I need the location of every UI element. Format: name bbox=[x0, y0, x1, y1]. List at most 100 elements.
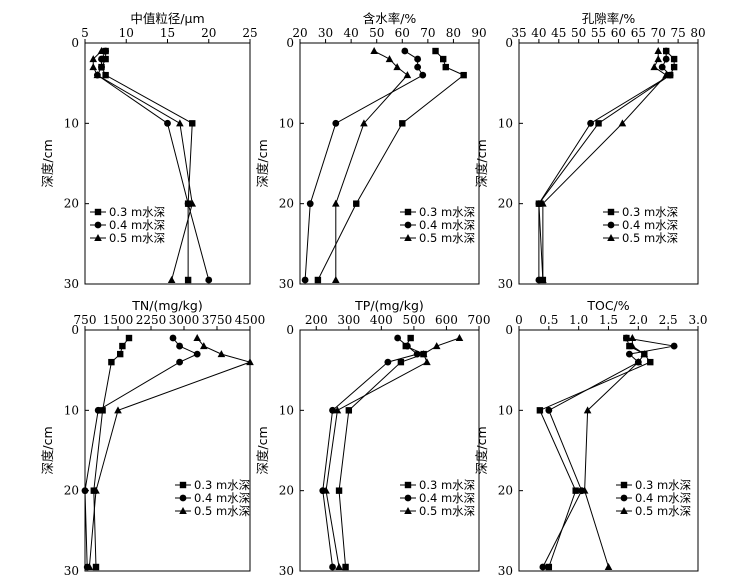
data-point bbox=[623, 334, 630, 342]
data-point bbox=[626, 342, 633, 350]
data-point bbox=[89, 63, 98, 71]
data-point bbox=[440, 55, 447, 63]
data-point bbox=[399, 120, 406, 127]
data-point bbox=[329, 406, 336, 414]
data-point bbox=[397, 358, 405, 366]
data-point bbox=[119, 342, 126, 350]
data-point bbox=[98, 55, 105, 63]
x-tick-label: 50 bbox=[571, 26, 586, 40]
y-tick-label: 20 bbox=[64, 197, 79, 211]
data-point bbox=[587, 119, 594, 127]
plot-frame bbox=[299, 329, 480, 572]
legend-marker bbox=[404, 208, 412, 216]
legend-marker bbox=[404, 507, 412, 514]
data-point bbox=[423, 358, 431, 366]
legend-marker bbox=[607, 208, 615, 216]
legend-marker bbox=[94, 208, 102, 216]
plot-frame bbox=[518, 42, 699, 285]
data-point bbox=[640, 350, 649, 358]
x-tick-label: 400 bbox=[370, 313, 393, 327]
x-tick-label: 70 bbox=[420, 26, 435, 40]
data-point bbox=[634, 358, 643, 366]
legend-marker bbox=[620, 494, 628, 502]
plot-frame bbox=[84, 42, 251, 285]
data-point bbox=[670, 55, 678, 63]
x-tick-label: 1.0 bbox=[569, 313, 588, 327]
data-point bbox=[188, 199, 197, 207]
data-point bbox=[189, 120, 196, 127]
x-tick-label: 1500 bbox=[103, 313, 134, 327]
data-point bbox=[217, 350, 226, 358]
x-tick-label: 80 bbox=[690, 26, 705, 40]
data-point bbox=[628, 334, 637, 342]
legend-label: 0.3 m水深 bbox=[194, 478, 250, 492]
y-tick-label: 30 bbox=[279, 277, 294, 291]
series-triangle bbox=[580, 334, 649, 570]
data-point bbox=[539, 563, 547, 571]
series-line bbox=[335, 50, 409, 280]
x-tick-label: 20 bbox=[292, 26, 307, 40]
x-tick-label: 60 bbox=[611, 26, 626, 40]
data-point bbox=[385, 55, 394, 63]
y-tick-label: 10 bbox=[279, 403, 294, 417]
series-line bbox=[542, 51, 667, 280]
data-point bbox=[200, 342, 208, 350]
legend-label: 0.3 m水深 bbox=[109, 205, 165, 219]
legend-marker bbox=[94, 234, 102, 241]
legend-label: 0.4 m水深 bbox=[419, 491, 475, 505]
series-triangle bbox=[332, 47, 412, 283]
series-triangle bbox=[89, 47, 197, 283]
data-point bbox=[604, 562, 613, 570]
x-tick-label: 75 bbox=[670, 26, 685, 40]
legend-label: 0.3 m水深 bbox=[622, 205, 678, 219]
data-point bbox=[404, 342, 411, 350]
data-point bbox=[536, 407, 544, 414]
data-point bbox=[662, 55, 670, 63]
y-tick-label: 10 bbox=[64, 116, 79, 130]
chart-panel-3: 孔隙率/% 35 40 45 50 55 60 65 70 75 80 0 10 20 30 深度/cm 0.3… bbox=[474, 11, 706, 291]
legend-marker bbox=[607, 234, 615, 241]
series-square bbox=[98, 47, 196, 284]
y-tick-label: 20 bbox=[498, 197, 513, 211]
legend-label: 0.4 m水深 bbox=[109, 218, 165, 232]
legend-marker bbox=[607, 221, 615, 229]
series-line bbox=[93, 337, 130, 567]
legend-marker bbox=[404, 221, 412, 229]
series-line bbox=[84, 337, 199, 567]
y-axis-title: 深度/cm bbox=[474, 426, 489, 474]
x-tick-label: 600 bbox=[435, 313, 458, 327]
y-tick-label: 0 bbox=[286, 36, 294, 50]
x-tick-label: 40 bbox=[344, 26, 359, 40]
series-triangle bbox=[85, 334, 254, 570]
data-point bbox=[176, 358, 184, 366]
data-point bbox=[628, 342, 637, 350]
data-point bbox=[572, 487, 579, 494]
y-tick-label: 30 bbox=[279, 564, 294, 578]
series-square bbox=[335, 334, 427, 571]
x-tick-label: 750 bbox=[74, 313, 97, 327]
data-point bbox=[335, 487, 343, 494]
x-tick-label: 500 bbox=[402, 313, 425, 327]
legend-marker bbox=[404, 481, 412, 489]
y-tick-label: 30 bbox=[498, 564, 513, 578]
data-point bbox=[97, 47, 106, 55]
x-tick-label: 0.5 bbox=[539, 313, 558, 327]
x-tick-label: 65 bbox=[631, 26, 646, 40]
y-tick-label: 0 bbox=[71, 36, 79, 50]
data-point bbox=[333, 406, 342, 414]
data-point bbox=[658, 63, 666, 71]
data-point bbox=[176, 342, 184, 350]
data-point bbox=[98, 63, 105, 71]
data-point bbox=[419, 71, 427, 79]
data-point bbox=[432, 47, 439, 55]
x-tick-label: 300 bbox=[337, 313, 360, 327]
y-axis-title: 深度/cm bbox=[255, 139, 270, 187]
legend-marker bbox=[179, 507, 187, 514]
legend-marker bbox=[404, 494, 412, 502]
data-point bbox=[662, 71, 670, 79]
legend-label: 0.4 m水深 bbox=[635, 491, 691, 505]
data-point bbox=[384, 358, 392, 366]
x-tick-label: 10 bbox=[119, 26, 134, 40]
